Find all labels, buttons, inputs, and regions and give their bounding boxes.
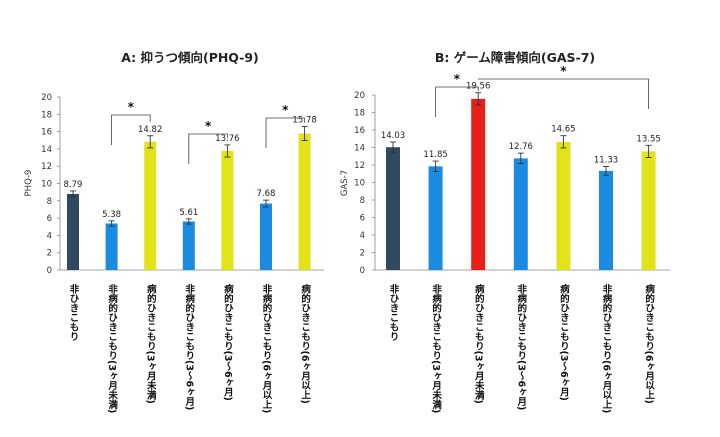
chart-b-bar: [599, 170, 613, 270]
chart-a-data-label: 5.61: [179, 208, 198, 218]
chart-a-data-label: 8.79: [64, 180, 83, 190]
chart-a-bar: [67, 193, 79, 270]
chart-b-bar: [556, 141, 571, 270]
chart-b-bar: [641, 151, 656, 270]
chart-a-category-label: 非病的ひきこもり(6ヶ月以上): [261, 283, 274, 413]
chart-a-tick-label: 4: [47, 231, 52, 241]
chart-b-category-label: 病的ひきこもり(3ヶ月未満): [473, 283, 486, 403]
chart-a-data-label: 5.38: [102, 210, 121, 220]
chart-b-category-label: 非病的ひきこもり(6ヶ月以上): [601, 283, 614, 413]
chart-b-data-label: 12.76: [509, 142, 533, 152]
chart-b-significance-bracket: [435, 86, 479, 117]
chart-a-tick-label: 18: [41, 110, 52, 120]
chart-a-significance-star: *: [205, 119, 212, 133]
chart-b-significance-star: *: [560, 64, 567, 78]
chart-a-category-label: 非ひきこもり: [68, 283, 80, 341]
chart-b-category-label: 非病的ひきこもり(3〜6ヶ月): [515, 283, 528, 410]
chart-a-tick-label: 0: [47, 266, 52, 276]
chart-b-tick-label: 0: [360, 266, 365, 276]
chart-b-bar: [428, 166, 443, 270]
chart-b-data-label: 13.55: [636, 134, 660, 144]
chart-a-ylabel: PHQ-9: [24, 170, 34, 197]
chart-b-tick-label: 12: [354, 161, 365, 171]
chart-b-significance-star: *: [454, 72, 461, 86]
chart-a-category-label: 病的ひきこもり(3〜6ヶ月): [222, 283, 235, 401]
chart-a-bar: [105, 223, 118, 270]
chart-b-category-label: 病的ひきこもり(3〜6ヶ月): [558, 283, 571, 401]
chart-b-tick-label: 10: [354, 179, 365, 189]
chart-b-category-label: 非病的ひきこもり(3ヶ月未満): [430, 283, 443, 413]
chart-a-tick-label: 6: [47, 214, 52, 224]
chart-a-bar: [298, 133, 311, 270]
chart-a-bar: [260, 203, 272, 270]
chart-b-data-label: 14.03: [381, 131, 405, 141]
chart-a-category-label: 病的ひきこもり(6ヶ月以上): [299, 283, 312, 403]
chart-a-tick-label: 2: [47, 249, 52, 259]
chart-panel-gas7: B: ゲーム障害傾向(GAS-7) GAS-7 0 2 4 6 8 10 12 14 16 18 2…: [340, 50, 670, 413]
chart-b-tick-label: 8: [360, 196, 365, 206]
chart-b-ylabel: GAS-7: [340, 170, 350, 196]
chart-a-data-label: 14.82: [138, 125, 162, 135]
chart-a-data-label: 7.68: [257, 189, 276, 199]
chart-a-category-label: 非病的ひきこもり(3ヶ月未満): [106, 283, 119, 413]
chart-b-bar: [513, 158, 528, 270]
chart-b-category-label: 非ひきこもり: [388, 283, 400, 341]
chart-a-tick-label: 12: [41, 162, 52, 172]
chart-b-tick-label: 20: [354, 91, 365, 101]
chart-b-tick-label: 4: [360, 231, 365, 241]
chart-b-tick-label: 16: [354, 126, 365, 136]
chart-b-tick-label: 6: [360, 214, 365, 224]
chart-b-data-label: 11.85: [423, 150, 447, 160]
chart-a-tick-label: 20: [41, 93, 52, 103]
chart-a-title: A: 抑うつ傾向(PHQ-9): [121, 50, 259, 65]
chart-a-tick-label: 16: [41, 128, 52, 138]
chart-a-bar: [144, 141, 157, 270]
chart-b-bar: [471, 98, 486, 270]
chart-a-significance-bracket: [265, 117, 305, 148]
chart-a-significance-bracket: [188, 133, 228, 164]
chart-a-significance-star: *: [282, 103, 289, 117]
chart-b-tick-label: 18: [354, 109, 365, 119]
chart-a-category-label: 病的ひきこもり(3ヶ月未満): [145, 283, 158, 403]
chart-a-data-label: 13.76: [215, 134, 239, 144]
chart-b-data-label: 11.33: [594, 155, 618, 165]
chart-b-bar: [386, 147, 400, 270]
chart-a-tick-label: 8: [47, 197, 52, 207]
chart-panel-phq9: A: 抑うつ傾向(PHQ-9) PHQ-9 0 2 4 6 8 10 12 14 16 18 20 8…: [24, 50, 324, 413]
chart-b-significance-bracket: [477, 78, 649, 109]
chart-b-title: B: ゲーム障害傾向(GAS-7): [435, 50, 595, 65]
chart-b-tick-label: 2: [360, 249, 365, 259]
chart-a-bar: [221, 150, 234, 270]
chart-a-tick-label: 10: [41, 180, 52, 190]
chart-a-tick-label: 14: [41, 145, 52, 155]
chart-b-data-label: 14.65: [551, 125, 575, 135]
chart-a-bar: [182, 221, 195, 270]
chart-a-significance-star: *: [128, 100, 135, 114]
chart-b-category-label: 病的ひきこもり(6ヶ月以上): [643, 283, 656, 403]
chart-a-category-label: 非病的ひきこもり(3〜6ヶ月): [183, 283, 196, 410]
chart-a-significance-bracket: [111, 114, 151, 145]
chart-b-tick-label: 14: [354, 144, 365, 154]
